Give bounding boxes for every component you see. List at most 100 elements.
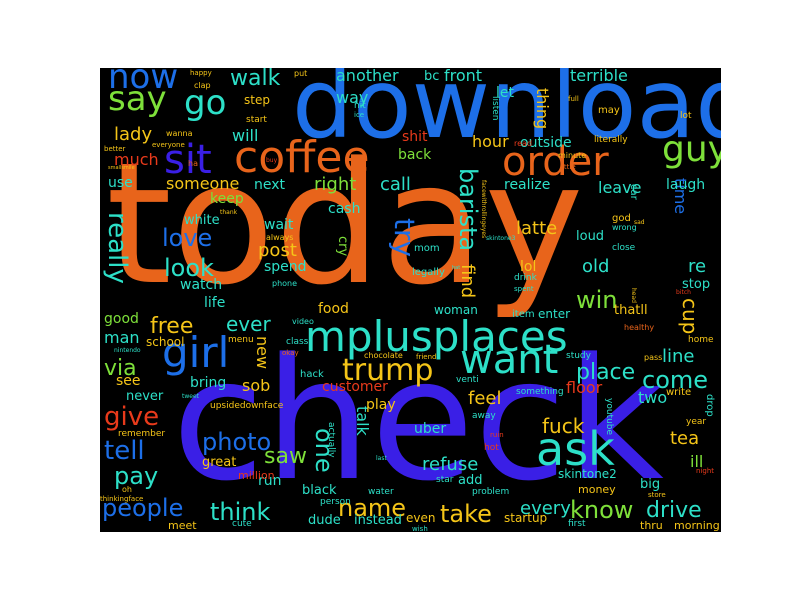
word-cash: cash: [328, 201, 361, 217]
word-sad: sad: [634, 219, 645, 226]
word-love: love: [162, 224, 213, 252]
word-coffee: coffee: [234, 132, 370, 183]
word-skintone2: skintone2: [558, 467, 617, 481]
word-via: via: [104, 356, 137, 381]
word-spend: spend: [264, 259, 307, 275]
word-drink: drink: [514, 273, 537, 283]
word-download: download: [292, 68, 721, 160]
word-place: place: [576, 360, 636, 385]
word-always: always: [266, 233, 294, 242]
word-fuck: fuck: [542, 414, 585, 438]
word-study: study: [566, 351, 591, 361]
word-video: video: [292, 317, 314, 326]
word-saw: saw: [264, 444, 307, 469]
word-someone: someone: [166, 174, 240, 193]
word-bitch: bitch: [676, 289, 691, 296]
word-bring: bring: [190, 375, 227, 391]
word-customer: customer: [322, 379, 388, 395]
word-try: try: [388, 218, 421, 258]
word-refuse: refuse: [422, 454, 479, 475]
word-uber: uber: [414, 421, 447, 437]
word-big: big: [640, 477, 661, 492]
word-school: school: [146, 335, 185, 349]
word-tea: tea: [670, 428, 700, 449]
word-sit: sit: [164, 137, 212, 183]
word-ruin: ruin: [490, 431, 504, 439]
word-happy: happy: [190, 69, 212, 77]
word-play: play: [366, 397, 396, 413]
word-good: good: [104, 311, 139, 327]
word-see: see: [116, 373, 141, 389]
word-even: even: [406, 511, 436, 525]
word-wait: wait: [264, 217, 294, 233]
word-really: really: [102, 212, 132, 284]
word-stop: stop: [682, 277, 711, 292]
word-another: another: [336, 68, 399, 85]
word-phone: phone: [272, 279, 298, 288]
word-lot: lot: [680, 111, 692, 121]
word-laugh: laugh: [666, 177, 706, 193]
word-floor: floor: [566, 378, 603, 397]
word-facewithrollingeyes: facewithrollingeyes: [480, 180, 487, 239]
word-home: home: [688, 335, 714, 345]
word-next: next: [254, 177, 286, 193]
word-actually: actually: [326, 422, 336, 458]
word-right: right: [314, 174, 357, 195]
word-person: person: [320, 497, 351, 507]
word-lady: lady: [114, 124, 153, 145]
word-chocolate: chocolate: [364, 351, 403, 360]
word-call: call: [380, 174, 411, 195]
word-star: star: [436, 475, 454, 485]
word-away: away: [472, 411, 496, 421]
word-old: old: [582, 256, 610, 277]
word-ice: ice: [354, 111, 365, 119]
word-loud: loud: [576, 229, 605, 244]
word-thinkingface: thinkingface: [100, 495, 144, 503]
word-now: now: [108, 68, 179, 97]
word-thing: thing: [533, 88, 552, 130]
word-thatll: thatll: [614, 303, 648, 318]
word-night: night: [696, 467, 715, 475]
word-today: today: [106, 126, 584, 322]
word-enter: enter: [538, 307, 571, 321]
word-skintone3: skintone3: [486, 235, 516, 242]
word-okay: okay: [282, 349, 299, 357]
word-nintendo: nintendo: [114, 347, 141, 354]
word-youtube: youtube: [604, 398, 614, 436]
word-one: one: [310, 428, 338, 473]
word-first: first: [568, 519, 586, 529]
word-wanna: wanna: [166, 129, 193, 138]
word-venti: venti: [456, 375, 479, 385]
word-ever: ever: [226, 312, 271, 336]
word-run: run: [258, 473, 282, 489]
word-last: last: [376, 455, 387, 462]
word-never: never: [126, 389, 164, 404]
word-class: class: [286, 337, 309, 347]
word-cloud: today check download coffee order mplusp…: [100, 68, 721, 532]
word-write: write: [666, 387, 692, 398]
word-item: item: [512, 309, 535, 320]
word-come: come: [642, 366, 709, 394]
word-store: store: [648, 491, 666, 499]
word-walk: walk: [230, 68, 281, 91]
word-much: much: [114, 150, 159, 169]
word-ill: ill: [690, 452, 704, 471]
word-problem: problem: [472, 487, 510, 497]
word-great: great: [202, 455, 237, 470]
word-menu: menu: [228, 335, 254, 345]
word-start: start: [246, 115, 267, 125]
word-pass: pass: [644, 353, 663, 362]
word-want: want: [460, 337, 559, 383]
word-wrong: wrong: [612, 223, 637, 232]
word-food: food: [318, 301, 349, 317]
word-healthy: healthy: [624, 323, 655, 332]
word-meet: meet: [168, 519, 197, 532]
word-cry: cry: [335, 236, 350, 257]
word-hit: hit: [354, 101, 366, 111]
word-cup: cup: [678, 298, 702, 335]
word-line: line: [662, 346, 695, 367]
word-startup: startup: [504, 511, 548, 525]
word-full: full: [568, 95, 579, 103]
word-dude: dude: [308, 513, 341, 528]
word-morning: morning: [674, 519, 720, 532]
